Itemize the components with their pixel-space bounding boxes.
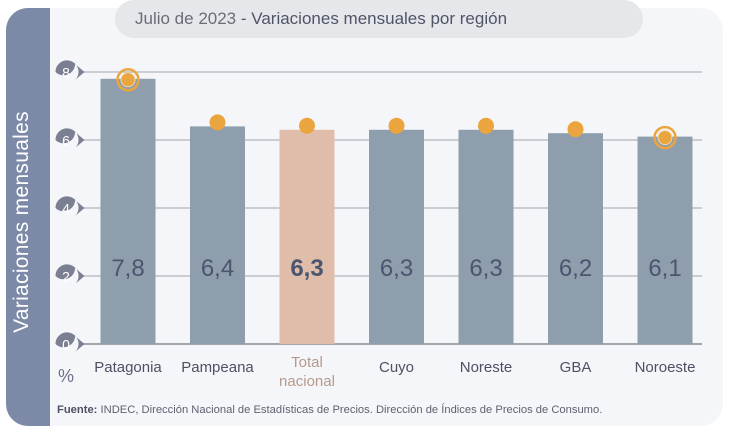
value-marker xyxy=(209,114,226,131)
chart-title: Julio de 2023 - Variaciones mensuales po… xyxy=(135,9,507,29)
bar-pampeana xyxy=(190,126,245,345)
min-marker-ring xyxy=(653,125,677,150)
y-tick: 2 xyxy=(55,264,85,285)
value-marker xyxy=(657,130,673,146)
bar-noreste xyxy=(458,129,514,344)
value-marker xyxy=(478,117,494,134)
x-category-label: Total xyxy=(291,354,323,371)
bar-value-label: 6,3 xyxy=(290,255,323,282)
source-text: INDEC, Dirección Nacional de Estadística… xyxy=(97,404,603,416)
x-category-label: Noroeste xyxy=(635,359,696,376)
y-tick: 6 xyxy=(55,128,85,149)
y-tick-label: 0 xyxy=(62,337,70,353)
bar-cuyo xyxy=(369,129,424,344)
bar-total-nacional xyxy=(279,129,335,344)
bar-value-label: 6,2 xyxy=(559,255,592,282)
bar-value-label: 6,4 xyxy=(201,255,234,282)
y-tick-label: 2 xyxy=(62,269,70,285)
y-tick: 0 xyxy=(55,332,85,353)
unit-label: % xyxy=(58,366,75,386)
value-marker xyxy=(120,72,136,88)
y-tick: 4 xyxy=(55,196,85,217)
title-date: Julio de 2023 xyxy=(135,9,237,28)
x-category-label: Pampeana xyxy=(181,359,254,376)
bar-patagonia xyxy=(100,78,156,345)
y-tick-label: 4 xyxy=(62,201,70,217)
value-marker xyxy=(567,121,584,138)
title-pill xyxy=(115,0,643,38)
x-category-label: Noreste xyxy=(460,359,513,376)
value-marker xyxy=(388,117,405,134)
bar-value-label: 6,1 xyxy=(648,255,681,282)
y-axis-stripe xyxy=(6,8,50,426)
bar-value-label: 6,3 xyxy=(469,255,502,282)
bar-gba xyxy=(548,133,603,344)
x-category-label: Patagonia xyxy=(94,359,162,376)
title-separator: - xyxy=(236,9,252,28)
value-marker xyxy=(299,117,315,134)
max-marker-ring xyxy=(116,68,140,92)
title-text: Variaciones mensuales por región xyxy=(251,9,508,28)
y-tick: 8 xyxy=(55,60,85,81)
x-category-label: Cuyo xyxy=(379,359,414,376)
bar-value-label: 6,3 xyxy=(380,255,413,282)
bar-value-label: 7,8 xyxy=(111,255,144,282)
bar-noroeste xyxy=(637,136,693,344)
y-tick-label: 6 xyxy=(62,133,70,149)
x-category-label: nacional xyxy=(279,373,335,390)
x-category-label: GBA xyxy=(560,359,592,376)
y-tick-label: 8 xyxy=(62,65,70,81)
source-label: Fuente: xyxy=(57,404,98,416)
source-footnote: Fuente: INDEC, Dirección Nacional de Est… xyxy=(57,404,602,416)
